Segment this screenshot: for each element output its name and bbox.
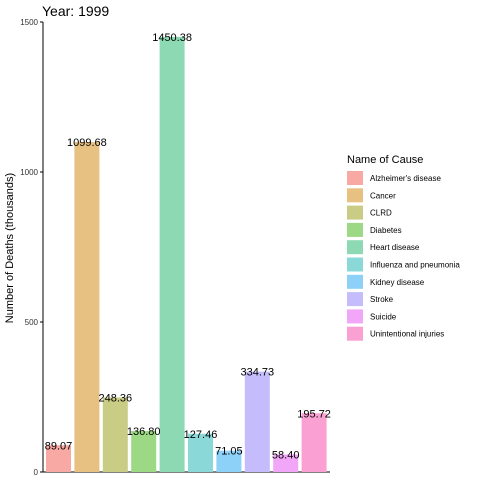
chart-title: Year: 1999: [42, 3, 109, 19]
legend-swatch: [347, 188, 363, 203]
y-axis-label: Number of Deaths (thousands): [4, 173, 16, 323]
y-tick-label: 1000: [20, 168, 38, 177]
bar-value-label: 334.73: [240, 367, 274, 379]
legend-swatch: [347, 309, 363, 324]
legend-swatch: [347, 205, 363, 220]
legend-swatch: [347, 274, 363, 289]
bar-value-label: 136.80: [127, 426, 161, 438]
bar: [131, 430, 157, 472]
legend-swatch: [347, 292, 363, 307]
legend-label: Influenza and pneumonia: [370, 261, 460, 270]
legend-swatch: [347, 257, 363, 272]
y-tick-label: 500: [25, 318, 39, 327]
bar: [188, 433, 213, 472]
bar: [74, 142, 100, 472]
bar-value-label: 89.07: [45, 440, 73, 452]
bar-value-label: 71.05: [215, 446, 243, 458]
legend-items: Alzheimer's disease Cancer CLRD Diabetes Hea…: [347, 171, 460, 341]
legend-swatch: [347, 171, 363, 185]
bar-value-label: 248.36: [98, 392, 132, 404]
legend-label: Kidney disease: [370, 278, 425, 287]
legend-label: Heart disease: [370, 243, 420, 252]
legend: Name of Cause Alzheimer's disease Cancer C…: [347, 154, 460, 341]
legend-swatch: [347, 222, 363, 237]
y-ticks: 0 500 1000 1500: [20, 18, 43, 477]
bars: [46, 36, 327, 473]
bar-value-label: 195.72: [297, 408, 331, 420]
bar-value-label: 58.40: [272, 449, 300, 461]
legend-label: Cancer: [370, 191, 396, 200]
bar: [273, 454, 299, 472]
y-tick-label: 0: [34, 468, 39, 477]
bar: [244, 371, 270, 472]
y-tick-label: 1500: [20, 18, 38, 27]
bar: [216, 450, 242, 472]
legend-title: Name of Cause: [347, 154, 423, 166]
bar-value-label: 1450.38: [152, 32, 192, 44]
bar: [159, 36, 185, 473]
legend-label: Stroke: [370, 295, 394, 304]
legend-label: CLRD: [370, 209, 392, 218]
legend-label: Unintentional injuries: [370, 330, 444, 339]
legend-label: Alzheimer's disease: [370, 174, 441, 183]
legend-label: Suicide: [370, 312, 397, 321]
bar: [46, 445, 71, 472]
legend-swatch: [347, 240, 363, 255]
bar-value-label: 127.46: [184, 429, 218, 441]
bar-value-label: 1099.68: [67, 137, 107, 149]
bar: [102, 397, 128, 472]
legend-label: Diabetes: [370, 226, 402, 235]
bar-labels: 89.07 1099.68 248.36 136.80 1450.38 127.46 71.…: [45, 32, 331, 462]
legend-swatch: [347, 326, 363, 341]
bar: [301, 413, 327, 472]
